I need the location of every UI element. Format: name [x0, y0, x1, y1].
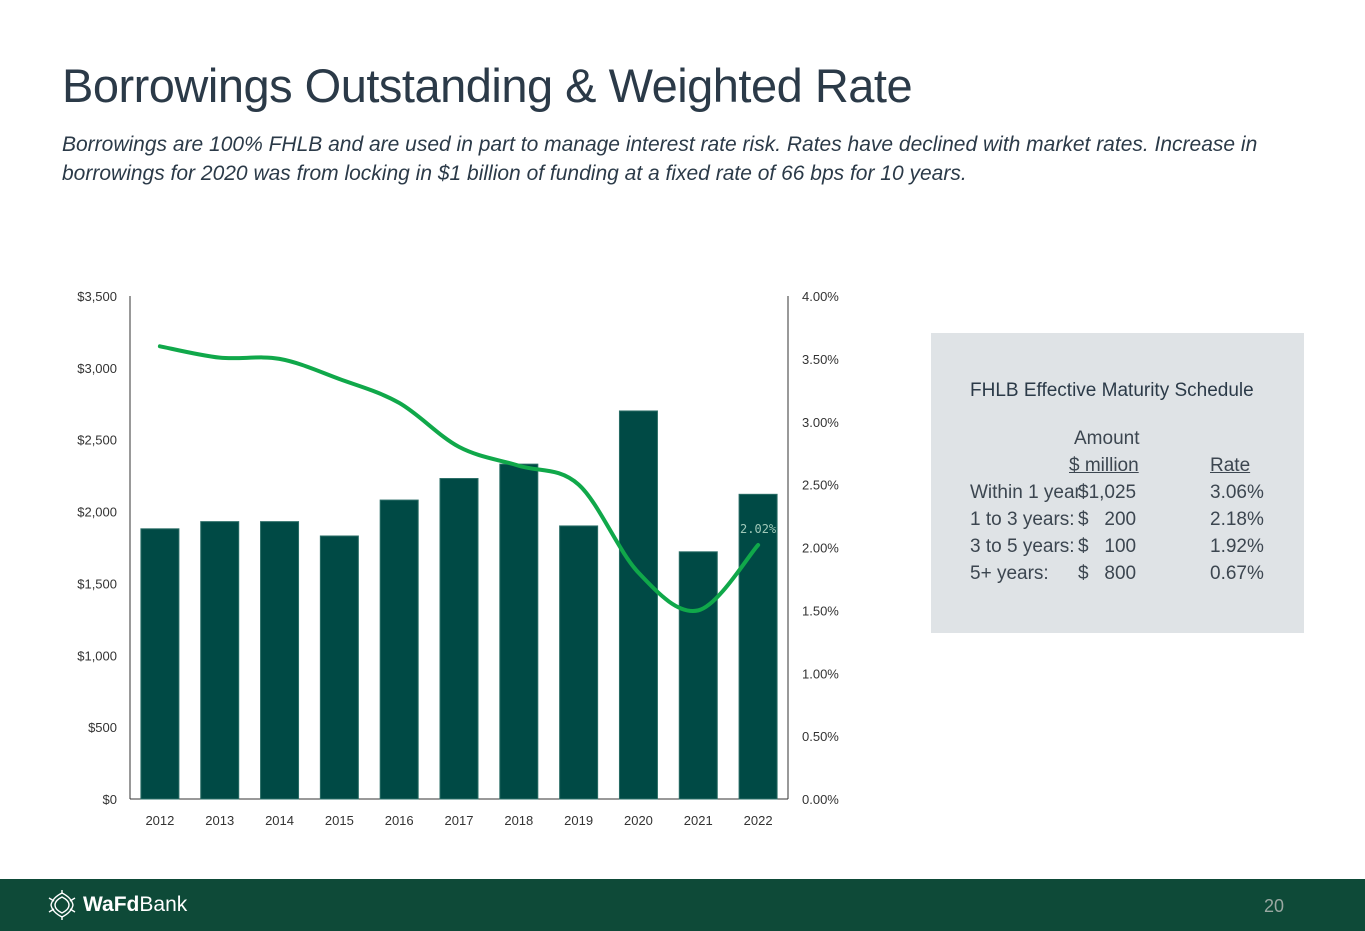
footer-bar: WaFdBank 20 [0, 879, 1365, 931]
right-tick-label: 3.50% [802, 352, 839, 367]
left-tick-label: $2,000 [77, 505, 117, 520]
maturity-schedule-title: FHLB Effective Maturity Schedule [970, 380, 1254, 401]
x-tick-label: 2015 [325, 813, 354, 828]
rate-end-label: 2.02% [740, 522, 777, 536]
header-amount: $ million [1069, 455, 1139, 476]
right-tick-label: 3.00% [802, 415, 839, 430]
x-tick-label: 2016 [385, 813, 414, 828]
wafd-logo[interactable]: WaFdBank [46, 890, 187, 920]
row-label: Within 1 year: [970, 482, 1087, 503]
row-rate: 3.06% [1210, 482, 1264, 503]
x-tick-label: 2022 [744, 813, 773, 828]
row-label: 5+ years: [970, 563, 1049, 584]
x-tick-label: 2019 [564, 813, 593, 828]
left-tick-label: $500 [88, 720, 117, 735]
bar [379, 499, 419, 800]
logo-text: WaFdBank [83, 893, 188, 916]
wafd-leaf-icon [48, 890, 76, 920]
row-amount: $1,025 [1078, 482, 1137, 503]
right-tick-label: 0.50% [802, 729, 839, 744]
right-tick-label: 2.50% [802, 478, 839, 493]
row-rate: 1.92% [1210, 536, 1264, 557]
bar [499, 463, 539, 800]
row-label: 3 to 5 years: [970, 536, 1075, 557]
left-tick-label: $3,000 [77, 361, 117, 376]
rate-line [157, 344, 761, 613]
x-tick-label: 2017 [445, 813, 474, 828]
header-amount-top: Amount [1074, 428, 1140, 449]
bar [200, 521, 240, 800]
bar [738, 493, 778, 800]
maturity-schedule-panel: FHLB Effective Maturity Schedule Amount … [931, 333, 1304, 633]
x-tick-label: 2012 [145, 813, 174, 828]
x-tick-label: 2020 [624, 813, 653, 828]
page-title: Borrowings Outstanding & Weighted Rate [62, 59, 913, 112]
bar [319, 535, 359, 800]
left-tick-label: $1,000 [77, 648, 117, 663]
right-tick-label: 2.00% [802, 541, 839, 556]
row-label: 1 to 3 years: [970, 509, 1075, 530]
row-rate: 0.67% [1210, 563, 1264, 584]
row-amount: $ 200 [1078, 509, 1137, 530]
left-tick-label: $3,500 [77, 289, 117, 304]
right-tick-label: 1.00% [802, 666, 839, 681]
bar [140, 528, 180, 800]
right-tick-label: 4.00% [802, 289, 839, 304]
x-tick-label: 2021 [684, 813, 713, 828]
bar [260, 521, 300, 800]
bar [618, 410, 658, 800]
x-tick-label: 2013 [205, 813, 234, 828]
bar [439, 478, 479, 800]
right-tick-label: 1.50% [802, 603, 839, 618]
bar [559, 525, 599, 800]
left-tick-label: $2,500 [77, 433, 117, 448]
x-tick-label: 2018 [504, 813, 533, 828]
header-rate: Rate [1210, 455, 1251, 476]
row-rate: 2.18% [1210, 509, 1264, 530]
bar [678, 551, 718, 800]
borrowings-chart: $0 $500 $1,000 $1,500 $2,000 $2,500 $3,000 $3,5… [77, 289, 839, 828]
x-tick-label: 2014 [265, 813, 294, 828]
left-tick-label: $1,500 [77, 576, 117, 591]
page-number: 20 [1263, 896, 1284, 916]
row-amount: $ 800 [1078, 563, 1137, 584]
left-tick-label: $0 [103, 792, 117, 807]
right-tick-label: 0.00% [802, 792, 839, 807]
row-amount: $ 100 [1078, 536, 1137, 557]
page-subtitle: Borrowings are 100% FHLB and are used in… [62, 133, 1258, 185]
